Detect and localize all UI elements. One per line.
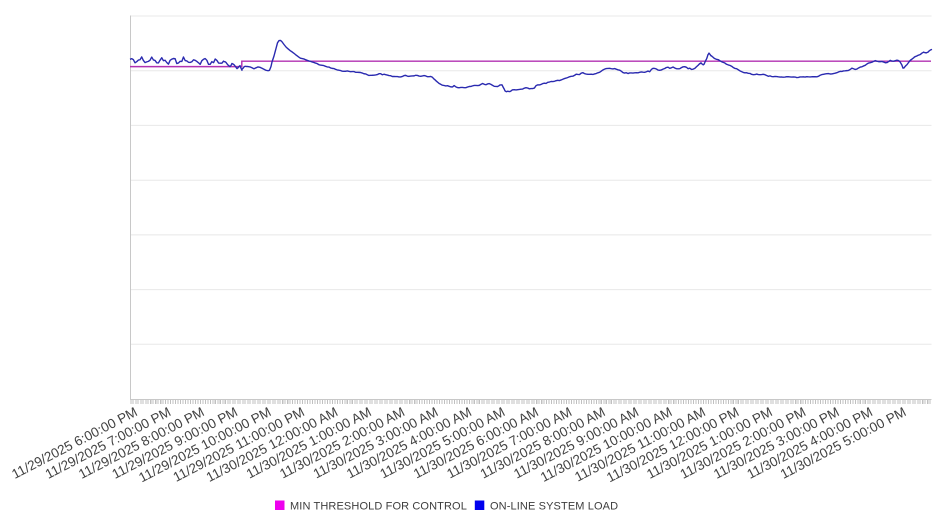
svg-text:MIN THRESHOLD FOR CONTROL: MIN THRESHOLD FOR CONTROL (290, 501, 467, 513)
svg-text:ON-LINE SYSTEM LOAD: ON-LINE SYSTEM LOAD (490, 501, 618, 513)
